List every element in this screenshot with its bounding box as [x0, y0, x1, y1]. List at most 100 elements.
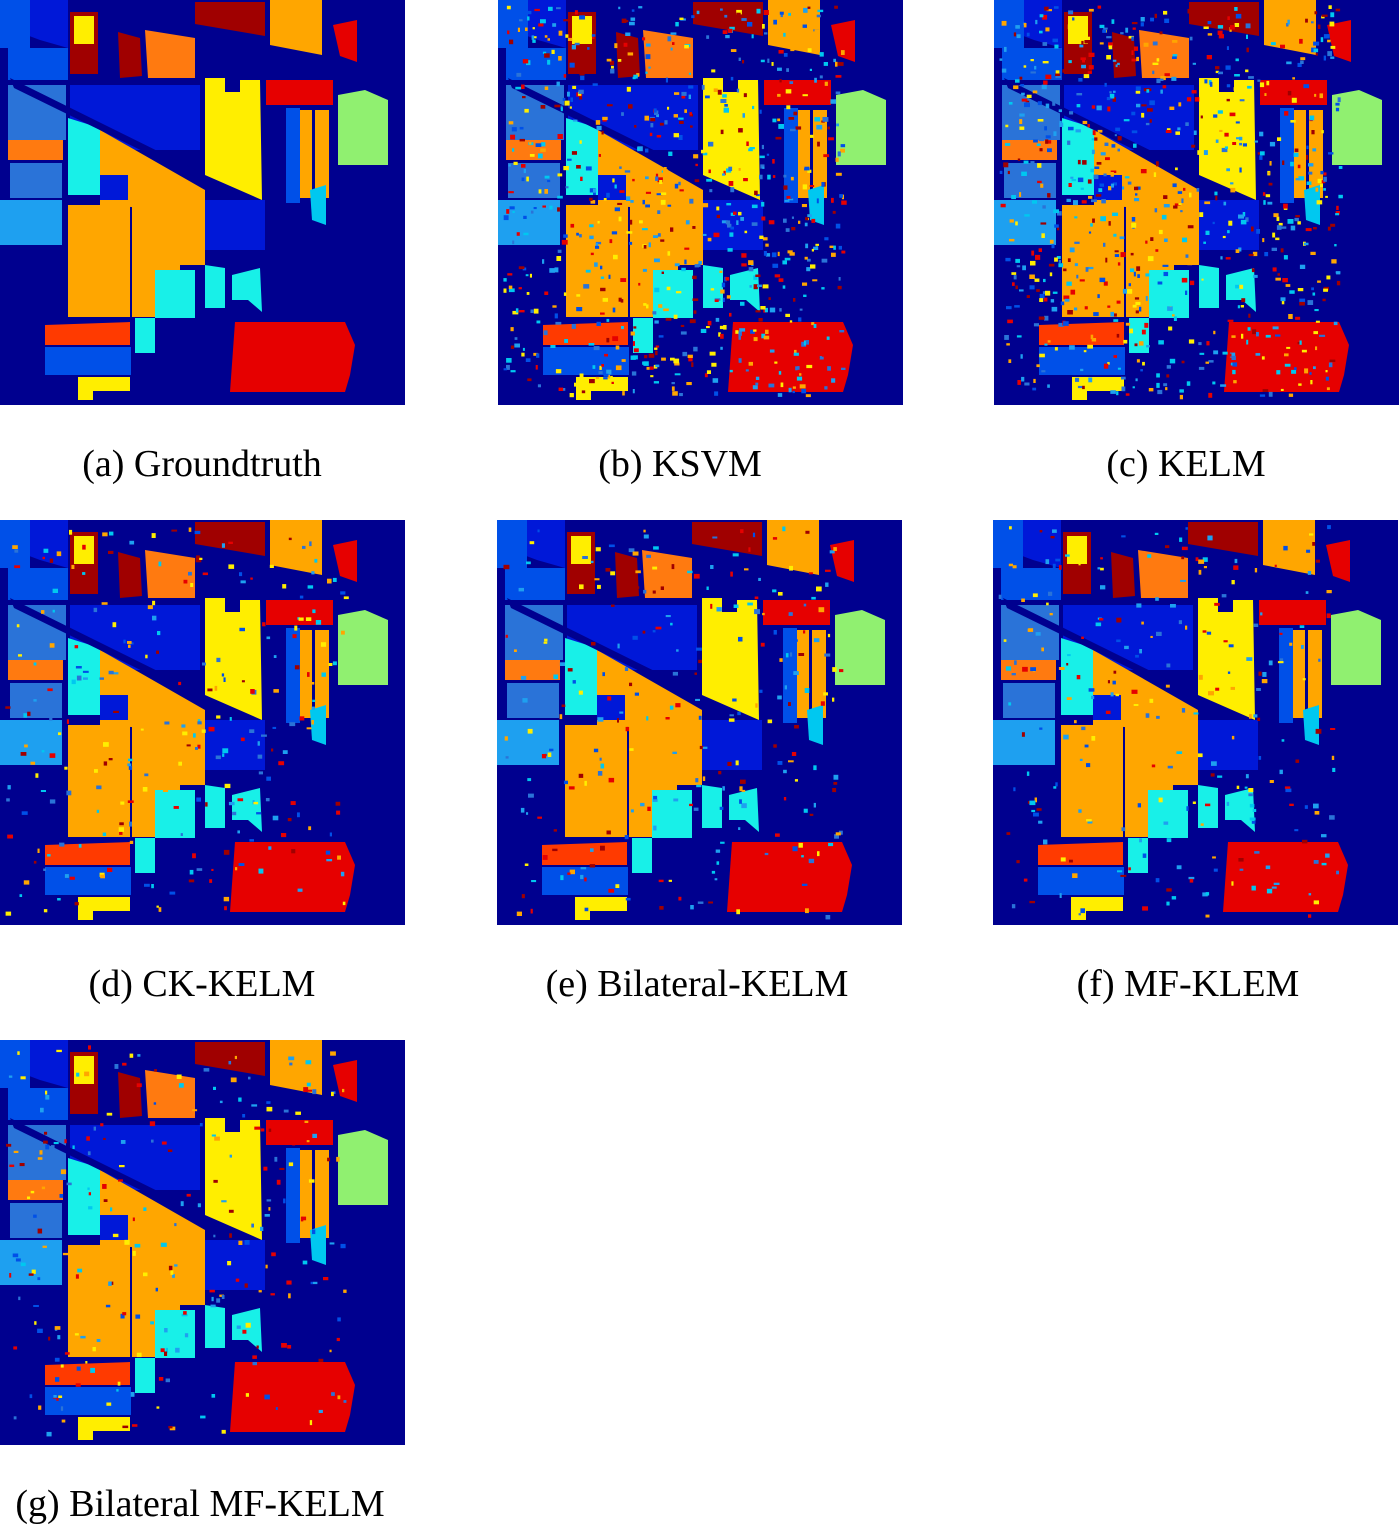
misclassified-pixel	[1080, 187, 1084, 190]
misclassified-pixel	[558, 56, 562, 61]
misclassified-pixel	[1203, 150, 1208, 155]
misclassified-pixel	[664, 120, 668, 125]
misclassified-pixel	[1087, 344, 1093, 349]
misclassified-pixel	[763, 335, 770, 340]
misclassified-pixel	[335, 801, 341, 806]
misclassified-pixel	[1171, 76, 1177, 81]
class-region	[266, 1120, 333, 1145]
misclassified-pixel	[1294, 148, 1299, 152]
misclassified-pixel	[202, 572, 208, 576]
misclassified-pixel	[612, 178, 615, 183]
misclassified-pixel	[1124, 165, 1130, 171]
misclassified-pixel	[1128, 867, 1131, 871]
class-region	[310, 705, 326, 745]
misclassified-pixel	[223, 896, 230, 902]
misclassified-pixel	[186, 744, 191, 747]
misclassified-pixel	[1111, 206, 1117, 210]
misclassified-pixel	[1112, 45, 1116, 49]
misclassified-pixel	[801, 855, 804, 858]
misclassified-pixel	[595, 120, 601, 125]
misclassified-pixel	[777, 393, 783, 397]
misclassified-pixel	[1058, 259, 1061, 263]
misclassified-pixel	[702, 746, 708, 749]
misclassified-pixel	[1261, 356, 1265, 360]
class-region	[0, 1040, 30, 1088]
misclassified-pixel	[1294, 367, 1297, 370]
misclassified-pixel	[1124, 176, 1130, 179]
map-svg	[0, 1040, 405, 1445]
misclassified-pixel	[530, 210, 534, 214]
class-region	[74, 16, 94, 44]
misclassified-pixel	[720, 129, 724, 135]
misclassified-pixel	[761, 333, 766, 339]
misclassified-pixel	[38, 1405, 42, 1410]
misclassified-pixel	[542, 205, 546, 208]
class-region	[576, 377, 628, 391]
misclassified-pixel	[605, 568, 611, 572]
misclassified-pixel	[1201, 278, 1204, 281]
misclassified-pixel	[1088, 52, 1095, 57]
misclassified-pixel	[1133, 46, 1138, 51]
misclassified-pixel	[90, 1367, 95, 1373]
misclassified-pixel	[600, 845, 605, 851]
misclassified-pixel	[1055, 558, 1061, 562]
misclassified-pixel	[242, 1114, 246, 1118]
misclassified-pixel	[96, 785, 102, 790]
class-region	[8, 1088, 68, 1120]
class-region	[78, 391, 93, 400]
misclassified-pixel	[507, 234, 511, 238]
misclassified-pixel	[224, 906, 227, 911]
misclassified-pixel	[839, 330, 845, 333]
misclassified-pixel	[589, 224, 594, 228]
misclassified-pixel	[251, 1104, 258, 1107]
misclassified-pixel	[618, 216, 622, 222]
misclassified-pixel	[782, 526, 786, 532]
misclassified-pixel	[1146, 89, 1150, 93]
misclassified-pixel	[1152, 70, 1155, 75]
misclassified-pixel	[1239, 22, 1245, 28]
misclassified-pixel	[603, 383, 609, 389]
misclassified-pixel	[803, 630, 806, 634]
misclassified-pixel	[665, 717, 670, 720]
misclassified-pixel	[732, 553, 739, 557]
misclassified-pixel	[722, 297, 725, 302]
class-region	[205, 720, 265, 770]
misclassified-pixel	[237, 798, 244, 802]
misclassified-pixel	[766, 153, 770, 156]
misclassified-pixel	[507, 273, 513, 276]
misclassified-pixel	[526, 60, 531, 66]
misclassified-pixel	[1227, 319, 1234, 322]
misclassified-pixel	[1198, 569, 1202, 575]
misclassified-pixel	[803, 603, 807, 607]
misclassified-pixel	[312, 699, 316, 702]
misclassified-pixel	[1230, 187, 1236, 193]
misclassified-pixel	[1323, 188, 1326, 191]
class-region	[100, 1170, 205, 1305]
misclassified-pixel	[269, 564, 274, 568]
misclassified-pixel	[736, 88, 740, 93]
misclassified-pixel	[37, 1228, 43, 1234]
misclassified-pixel	[515, 308, 519, 313]
misclassified-pixel	[110, 1281, 114, 1285]
misclassified-pixel	[811, 248, 814, 252]
misclassified-pixel	[835, 61, 838, 67]
misclassified-pixel	[1041, 647, 1044, 652]
misclassified-pixel	[799, 384, 806, 389]
misclassified-pixel	[1042, 61, 1049, 64]
misclassified-pixel	[28, 1273, 34, 1276]
misclassified-pixel	[1288, 356, 1293, 360]
misclassified-pixel	[1047, 148, 1052, 153]
misclassified-pixel	[1186, 806, 1189, 811]
caption-kelm: (c) KELM	[1106, 443, 1266, 485]
misclassified-pixel	[329, 1349, 332, 1353]
misclassified-pixel	[1196, 188, 1200, 192]
misclassified-pixel	[643, 534, 649, 539]
misclassified-pixel	[1037, 163, 1042, 168]
misclassified-pixel	[777, 695, 782, 700]
misclassified-pixel	[720, 841, 725, 844]
misclassified-pixel	[702, 203, 709, 208]
misclassified-pixel	[1181, 198, 1184, 204]
misclassified-pixel	[725, 277, 730, 281]
misclassified-pixel	[294, 665, 300, 670]
misclassified-pixel	[1053, 6, 1059, 9]
